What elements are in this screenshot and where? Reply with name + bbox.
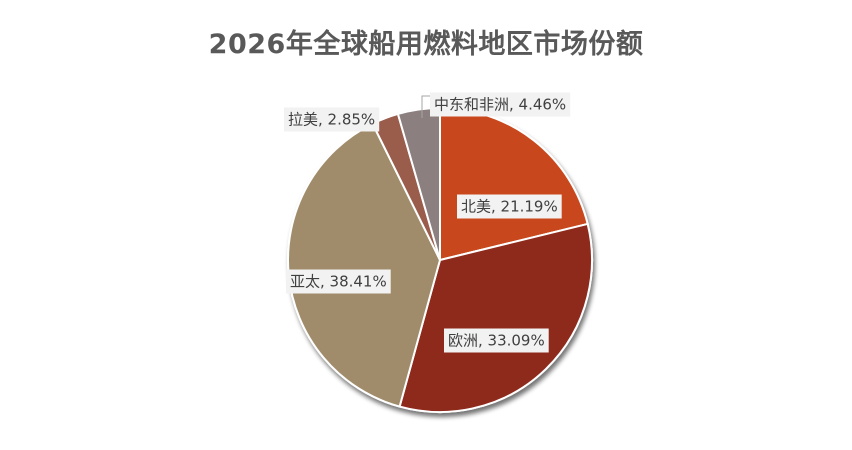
pie-slice-2 (398, 222, 593, 414)
data-label-4: 拉美, 2.85% (284, 107, 380, 132)
data-label-5: 中东和非洲, 4.46% (430, 92, 571, 117)
data-label-box (457, 194, 562, 219)
data-labels: 北美, 21.19% 欧洲, 33.09% 亚太, 38.41% 拉美, 2.85% 中… (284, 92, 571, 353)
data-label-box (444, 328, 549, 353)
chart-title: 2026年全球船用燃料地区市场份额 (208, 29, 644, 60)
leader-lines (421, 95, 432, 118)
data-label-text: 欧洲, 33.09% (448, 332, 545, 350)
data-label-2: 欧洲, 33.09% (444, 328, 549, 353)
data-label-box (284, 107, 380, 132)
data-label-text: 中东和非洲, 4.46% (434, 96, 566, 114)
data-label-3: 亚太, 38.41% (286, 269, 391, 294)
data-label-text: 北美, 21.19% (461, 198, 558, 216)
data-label-1: 北美, 21.19% (457, 194, 562, 219)
data-label-text: 亚太, 38.41% (290, 273, 387, 291)
leader-line (421, 95, 432, 118)
data-label-box (430, 92, 571, 117)
data-label-box (286, 269, 391, 294)
data-label-text: 拉美, 2.85% (288, 111, 375, 129)
pie-slices (287, 106, 593, 414)
